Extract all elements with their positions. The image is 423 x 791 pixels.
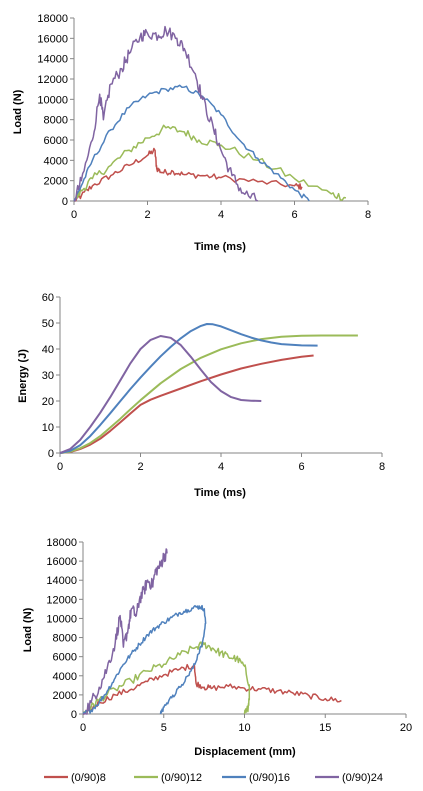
legend-entry: (0/90)12 [134, 772, 202, 784]
y-tick-label: 60 [42, 292, 54, 304]
y-tick-label: 50 [42, 318, 54, 330]
y-tick-label: 2000 [44, 176, 68, 188]
y-tick-label: 0 [62, 196, 68, 208]
legend-entry: (0/90)8 [44, 772, 106, 784]
y-tick-label: 8000 [53, 633, 77, 645]
x-tick-label: 5 [161, 722, 167, 734]
y-tick-label: 14000 [46, 575, 77, 587]
y-tick-label: 4000 [44, 155, 68, 167]
plot-area-chart3 [82, 548, 342, 715]
series-line [59, 334, 358, 454]
x-axis-chart1: 0 2 4 6 8 [71, 200, 371, 221]
x-axis-chart2: 0 2 4 6 8 [57, 452, 385, 473]
plot-area-chart1 [73, 25, 347, 202]
y-axis-label-chart1: Load (N) [12, 89, 24, 134]
y-axis-chart2: 0 10 20 30 40 50 60 [42, 292, 61, 460]
y-tick-label: 18000 [46, 537, 77, 549]
chart-load-time: 0 2000 4000 6000 8000 10000 12000 14000 16000 180… [12, 13, 371, 253]
legend-label: (0/90)24 [342, 772, 383, 784]
y-tick-label: 6000 [53, 652, 77, 664]
legend-entry: (0/90)16 [222, 772, 290, 784]
series-line [83, 663, 342, 715]
y-tick-label: 10000 [46, 613, 77, 625]
x-tick-label: 15 [319, 722, 331, 734]
y-tick-label: 16000 [46, 556, 77, 568]
y-tick-label: 10 [42, 422, 54, 434]
x-tick-label: 8 [365, 209, 371, 221]
y-tick-label: 18000 [37, 13, 68, 25]
x-axis-label-chart2: Time (ms) [194, 487, 246, 499]
x-tick-label: 2 [144, 209, 150, 221]
x-tick-label: 0 [71, 209, 77, 221]
series-line [59, 323, 318, 454]
series-line [73, 147, 303, 202]
chart-legend: (0/90)8 (0/90)12 (0/90)16 (0/90)24 [44, 772, 383, 784]
series-line [74, 25, 259, 202]
y-tick-label: 12000 [37, 74, 68, 86]
x-tick-label: 2 [137, 461, 143, 473]
x-tick-label: 10 [238, 722, 250, 734]
x-tick-label: 0 [57, 461, 63, 473]
x-tick-label: 6 [291, 209, 297, 221]
plot-area-chart2 [59, 323, 358, 454]
y-tick-label: 8000 [44, 115, 68, 127]
x-axis-chart3: 0 5 10 15 20 [80, 713, 412, 734]
y-tick-label: 40 [42, 344, 54, 356]
y-axis-chart3: 0 2000 4000 6000 8000 10000 12000 14000 16000 180… [46, 537, 84, 721]
x-tick-label: 0 [80, 722, 86, 734]
x-axis-label-chart1: Time (ms) [194, 241, 246, 253]
y-tick-label: 20 [42, 396, 54, 408]
x-tick-label: 6 [298, 461, 304, 473]
y-tick-label: 6000 [44, 135, 68, 147]
y-tick-label: 0 [71, 709, 77, 721]
y-tick-label: 30 [42, 370, 54, 382]
chart-energy-time: 0 10 20 30 40 50 60 0 2 4 6 8 Time (ms) Energy (J) [17, 292, 385, 499]
x-tick-label: 20 [400, 722, 412, 734]
series-line [82, 604, 207, 715]
x-axis-label-chart3: Displacement (mm) [194, 746, 296, 758]
y-axis-label-chart2: Energy (J) [17, 349, 29, 403]
x-tick-label: 4 [218, 461, 224, 473]
series-line [83, 548, 168, 715]
series-line [59, 354, 314, 454]
y-tick-label: 12000 [46, 594, 77, 606]
legend-label: (0/90)8 [71, 772, 106, 784]
series-line [59, 335, 262, 454]
series-line [82, 641, 251, 715]
y-tick-label: 4000 [53, 671, 77, 683]
y-tick-label: 2000 [53, 690, 77, 702]
x-tick-label: 8 [379, 461, 385, 473]
y-tick-label: 10000 [37, 94, 68, 106]
series-line [74, 124, 347, 202]
series-line [73, 84, 310, 202]
y-tick-label: 14000 [37, 54, 68, 66]
y-axis-chart1: 0 2000 4000 6000 8000 10000 12000 14000 16000 180… [37, 13, 75, 208]
y-axis-label-chart3: Load (N) [22, 607, 34, 652]
legend-entry: (0/90)24 [315, 772, 383, 784]
legend-label: (0/90)12 [161, 772, 202, 784]
y-tick-label: 0 [48, 448, 54, 460]
legend-label: (0/90)16 [249, 772, 290, 784]
y-tick-label: 16000 [37, 33, 68, 45]
chart-load-displacement: 0 2000 4000 6000 8000 10000 12000 14000 16000 180… [22, 537, 412, 758]
x-tick-label: 4 [218, 209, 224, 221]
